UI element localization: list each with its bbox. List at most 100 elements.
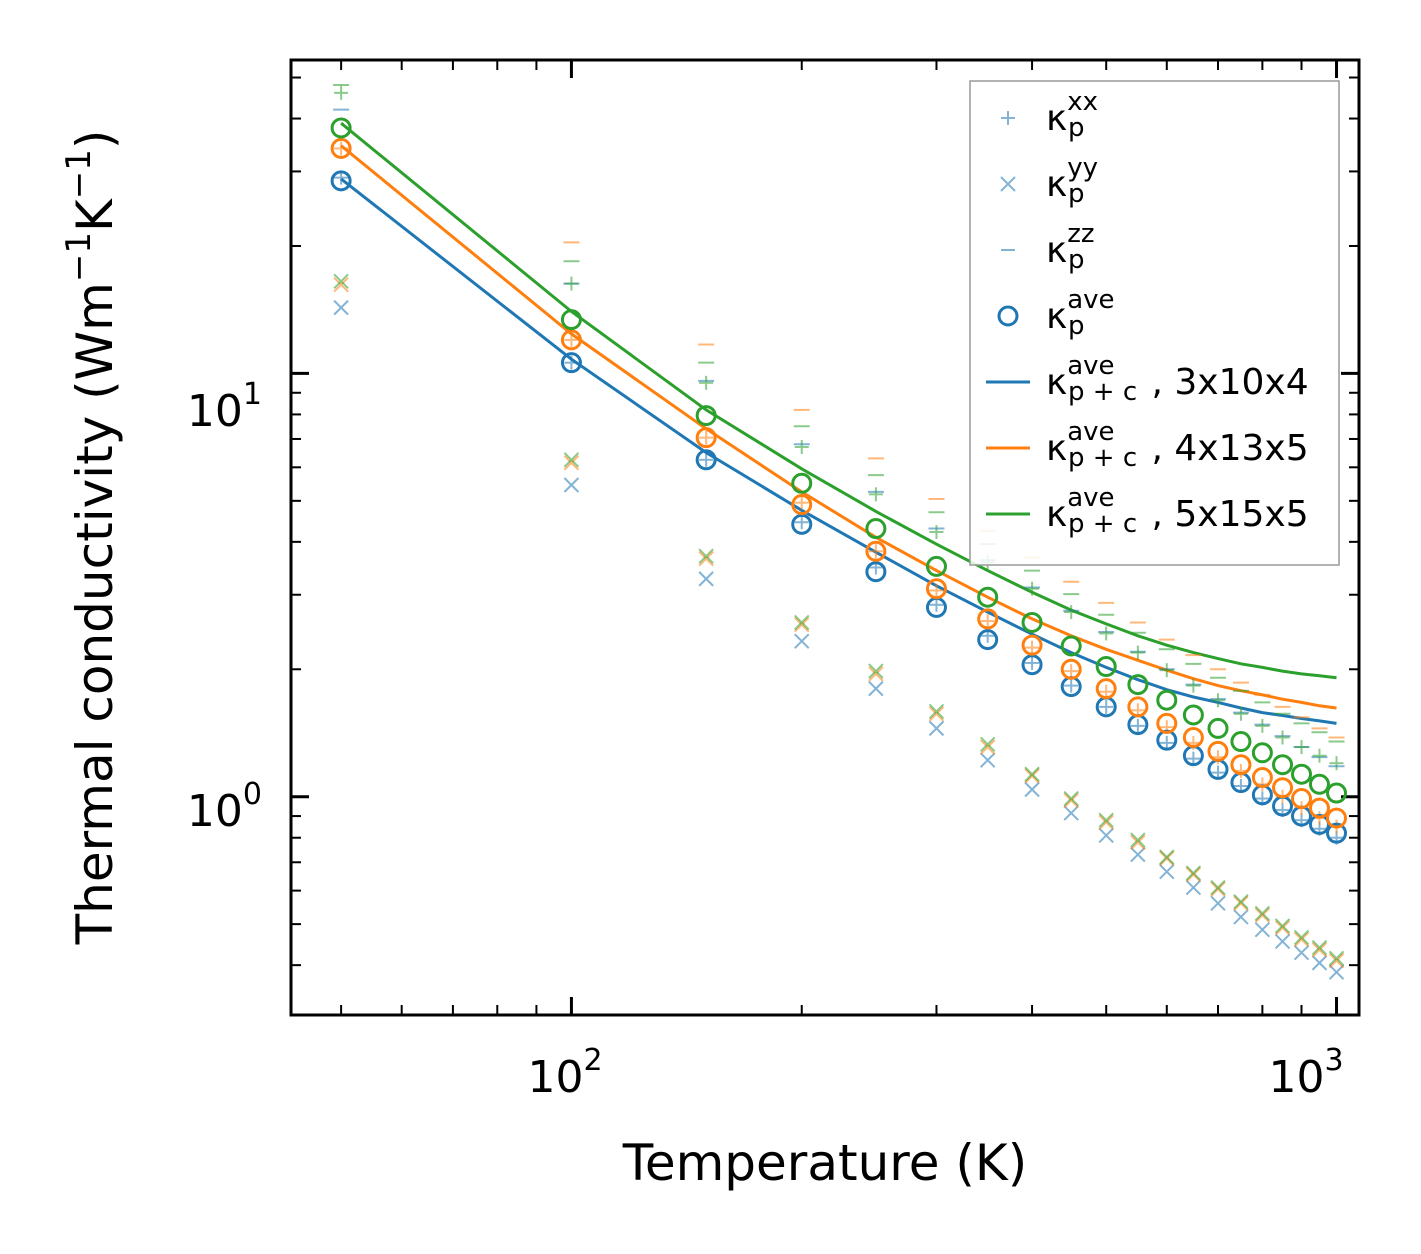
kyy-point-4x13x5 [1328,952,1345,969]
kyy-point-5x15x5 [1210,879,1226,896]
kxx-point-5x15x5 [699,375,714,390]
kave-point-4x13x5 [1095,678,1117,700]
kave-point-5x15x5 [791,472,813,494]
kxx-point-3x10x4 [564,355,579,370]
kyy-point-4x13x5 [1233,895,1249,912]
kave-point-3x10x4 [330,170,352,192]
kyy-point-5x15x5 [1274,918,1291,934]
fit-lines [340,122,1337,725]
kxx-point-4x13x5 [1025,640,1040,655]
kyy-point-4x13x5 [1024,768,1040,784]
legend-label-0: κxx p [1046,87,1098,143]
kxx-point-5x15x5 [564,276,579,291]
kave-point-4x13x5 [1060,658,1082,680]
kyy-point-3x10x4 [1311,955,1328,971]
kxx-point-5x15x5 [1294,740,1309,755]
kave-point-3x10x4 [1021,654,1043,676]
kxx-point-4x13x5 [699,430,714,445]
kave-point-4x13x5 [1230,754,1252,776]
kave-point-5x15x5 [695,405,717,427]
kyy-point-3x10x4 [928,720,945,737]
kyy-point-3x10x4 [1130,846,1146,863]
kyy-point-4x13x5 [1210,881,1226,897]
kyy-point-5x15x5 [1159,849,1175,865]
kave-point-4x13x5 [695,427,717,449]
kyy-point-3x10x4 [1254,922,1271,938]
kyy-point-3x10x4 [1274,933,1291,950]
kyy-point-3x10x4 [1210,895,1226,912]
kave-point-3x10x4 [560,352,582,374]
legend-marker-x [1000,176,1016,192]
kave-point-5x15x5 [1230,731,1252,753]
kyy-point-5x15x5 [1185,865,1202,881]
kyy-point-4x13x5 [1063,792,1079,809]
kave-point-4x13x5 [330,137,352,159]
kyy-point-4x13x5 [1130,834,1146,851]
kxx-point-4x13x5 [564,332,579,347]
kpc-line-5x15x5 [340,122,1337,680]
kave-point-4x13x5 [925,578,947,600]
legend-entry-1: κyy p [1000,153,1098,209]
kxx-point-4x13x5 [1064,664,1079,679]
kyy-point-3x10x4 [333,299,349,316]
y-axis-title: Thermal conductivity (Wm−1K−1) [59,130,124,946]
kave-point-5x15x5 [1308,773,1330,795]
kyy-point-4x13x5 [928,706,945,722]
legend-label-3: κave p [1046,285,1115,341]
legend-label-5: κave p + c, 4x13x5 [1046,417,1309,473]
kyy-point-3x10x4 [868,680,884,697]
kave-point-4x13x5 [977,608,999,630]
kave-point-4x13x5 [1251,767,1273,789]
kave-point-4x13x5 [1156,712,1178,734]
kyy-point-5x15x5 [1024,766,1040,782]
kyy-point-5x15x5 [1293,929,1310,946]
legend-label-4: κave p + c, 3x10x4 [1046,351,1309,407]
kpc-line-3x10x4 [340,177,1337,725]
kyy-point-3x10x4 [1098,827,1114,844]
legend-marker-circle [997,305,1019,327]
kyy-point-5x15x5 [928,703,945,720]
kave-point-5x15x5 [977,586,999,608]
kave-point-4x13x5 [1308,797,1330,819]
kyy-point-5x15x5 [868,663,884,679]
kxx-point-5x15x5 [1312,748,1327,763]
kxx-point-5x15x5 [1159,663,1174,678]
kxx-point-5x15x5 [1275,730,1290,745]
legend-entry-4: κave p + c, 3x10x4 [986,351,1309,407]
x-tick-label-1000: 103 [1268,1043,1343,1103]
kyy-point-5x15x5 [794,614,810,631]
kyy-point-5x15x5 [1233,893,1249,910]
kave-point-3x10x4 [791,513,813,535]
kxx-point-4x13x5 [929,583,944,598]
kyy-point-3x10x4 [1063,805,1079,821]
legend-entry-3: κave p [997,285,1115,341]
kyy-point-4x13x5 [563,455,580,471]
kyy-point-4x13x5 [868,666,884,682]
kave-point-4x13x5 [865,540,887,562]
kxx-point-5x15x5 [1255,718,1270,733]
kave-point-3x10x4 [1326,822,1348,844]
kxx-point-3x10x4 [1130,718,1145,733]
kyy-point-4x13x5 [1098,814,1114,831]
kave-point-5x15x5 [560,309,582,331]
kxx-point-5x15x5 [794,440,809,455]
kpc-line-4x13x5 [340,144,1337,710]
kave-point-5x15x5 [1127,674,1149,696]
kyy-point-3x10x4 [794,633,810,649]
kxx-point-3x10x4 [1064,678,1079,693]
kyy-point-3x10x4 [1233,909,1249,925]
kyy-point-3x10x4 [979,752,996,768]
kave-point-4x13x5 [1326,807,1348,829]
kxx-point-4x13x5 [334,141,349,156]
kyy-point-5x15x5 [1311,939,1328,956]
kyy-point-3x10x4 [1293,945,1310,961]
kave-point-5x15x5 [1251,742,1273,764]
kyy-point-4x13x5 [979,739,996,755]
legend-label-1: κyy p [1046,153,1098,209]
plot-frame [289,58,1361,1017]
kyy-point-4x13x5 [1254,907,1271,923]
kave-point-4x13x5 [1127,696,1149,718]
legend-box [969,80,1340,566]
kxx-point-5x15x5 [868,487,883,502]
